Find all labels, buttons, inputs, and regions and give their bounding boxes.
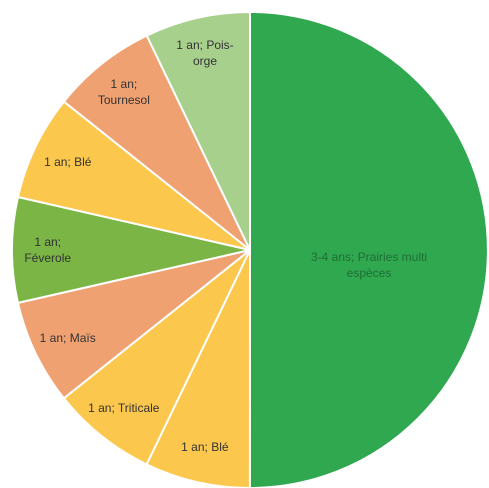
slice-label: 3-4 ans; Prairies multi espèces [310, 250, 428, 281]
pie-slice [62, 249, 251, 466]
pie-slice [248, 10, 489, 488]
slice-label: 1 an; Pois-orge [176, 37, 234, 68]
slice-label: 1 an; Triticale [88, 401, 160, 416]
pie-slice [62, 34, 251, 251]
slice-label: 1 an; Tournesol [97, 76, 150, 107]
slice-label: 1 an; Blé [181, 440, 229, 455]
pie-slice [11, 195, 251, 305]
slice-label: 1 an; Féverole [24, 234, 72, 265]
pie-slice [16, 100, 251, 251]
pie-slice [16, 249, 251, 400]
pie-slice [145, 10, 251, 251]
slice-label: 1 an; Maïs [39, 330, 96, 345]
slice-label: 1 an; Blé [44, 155, 92, 170]
